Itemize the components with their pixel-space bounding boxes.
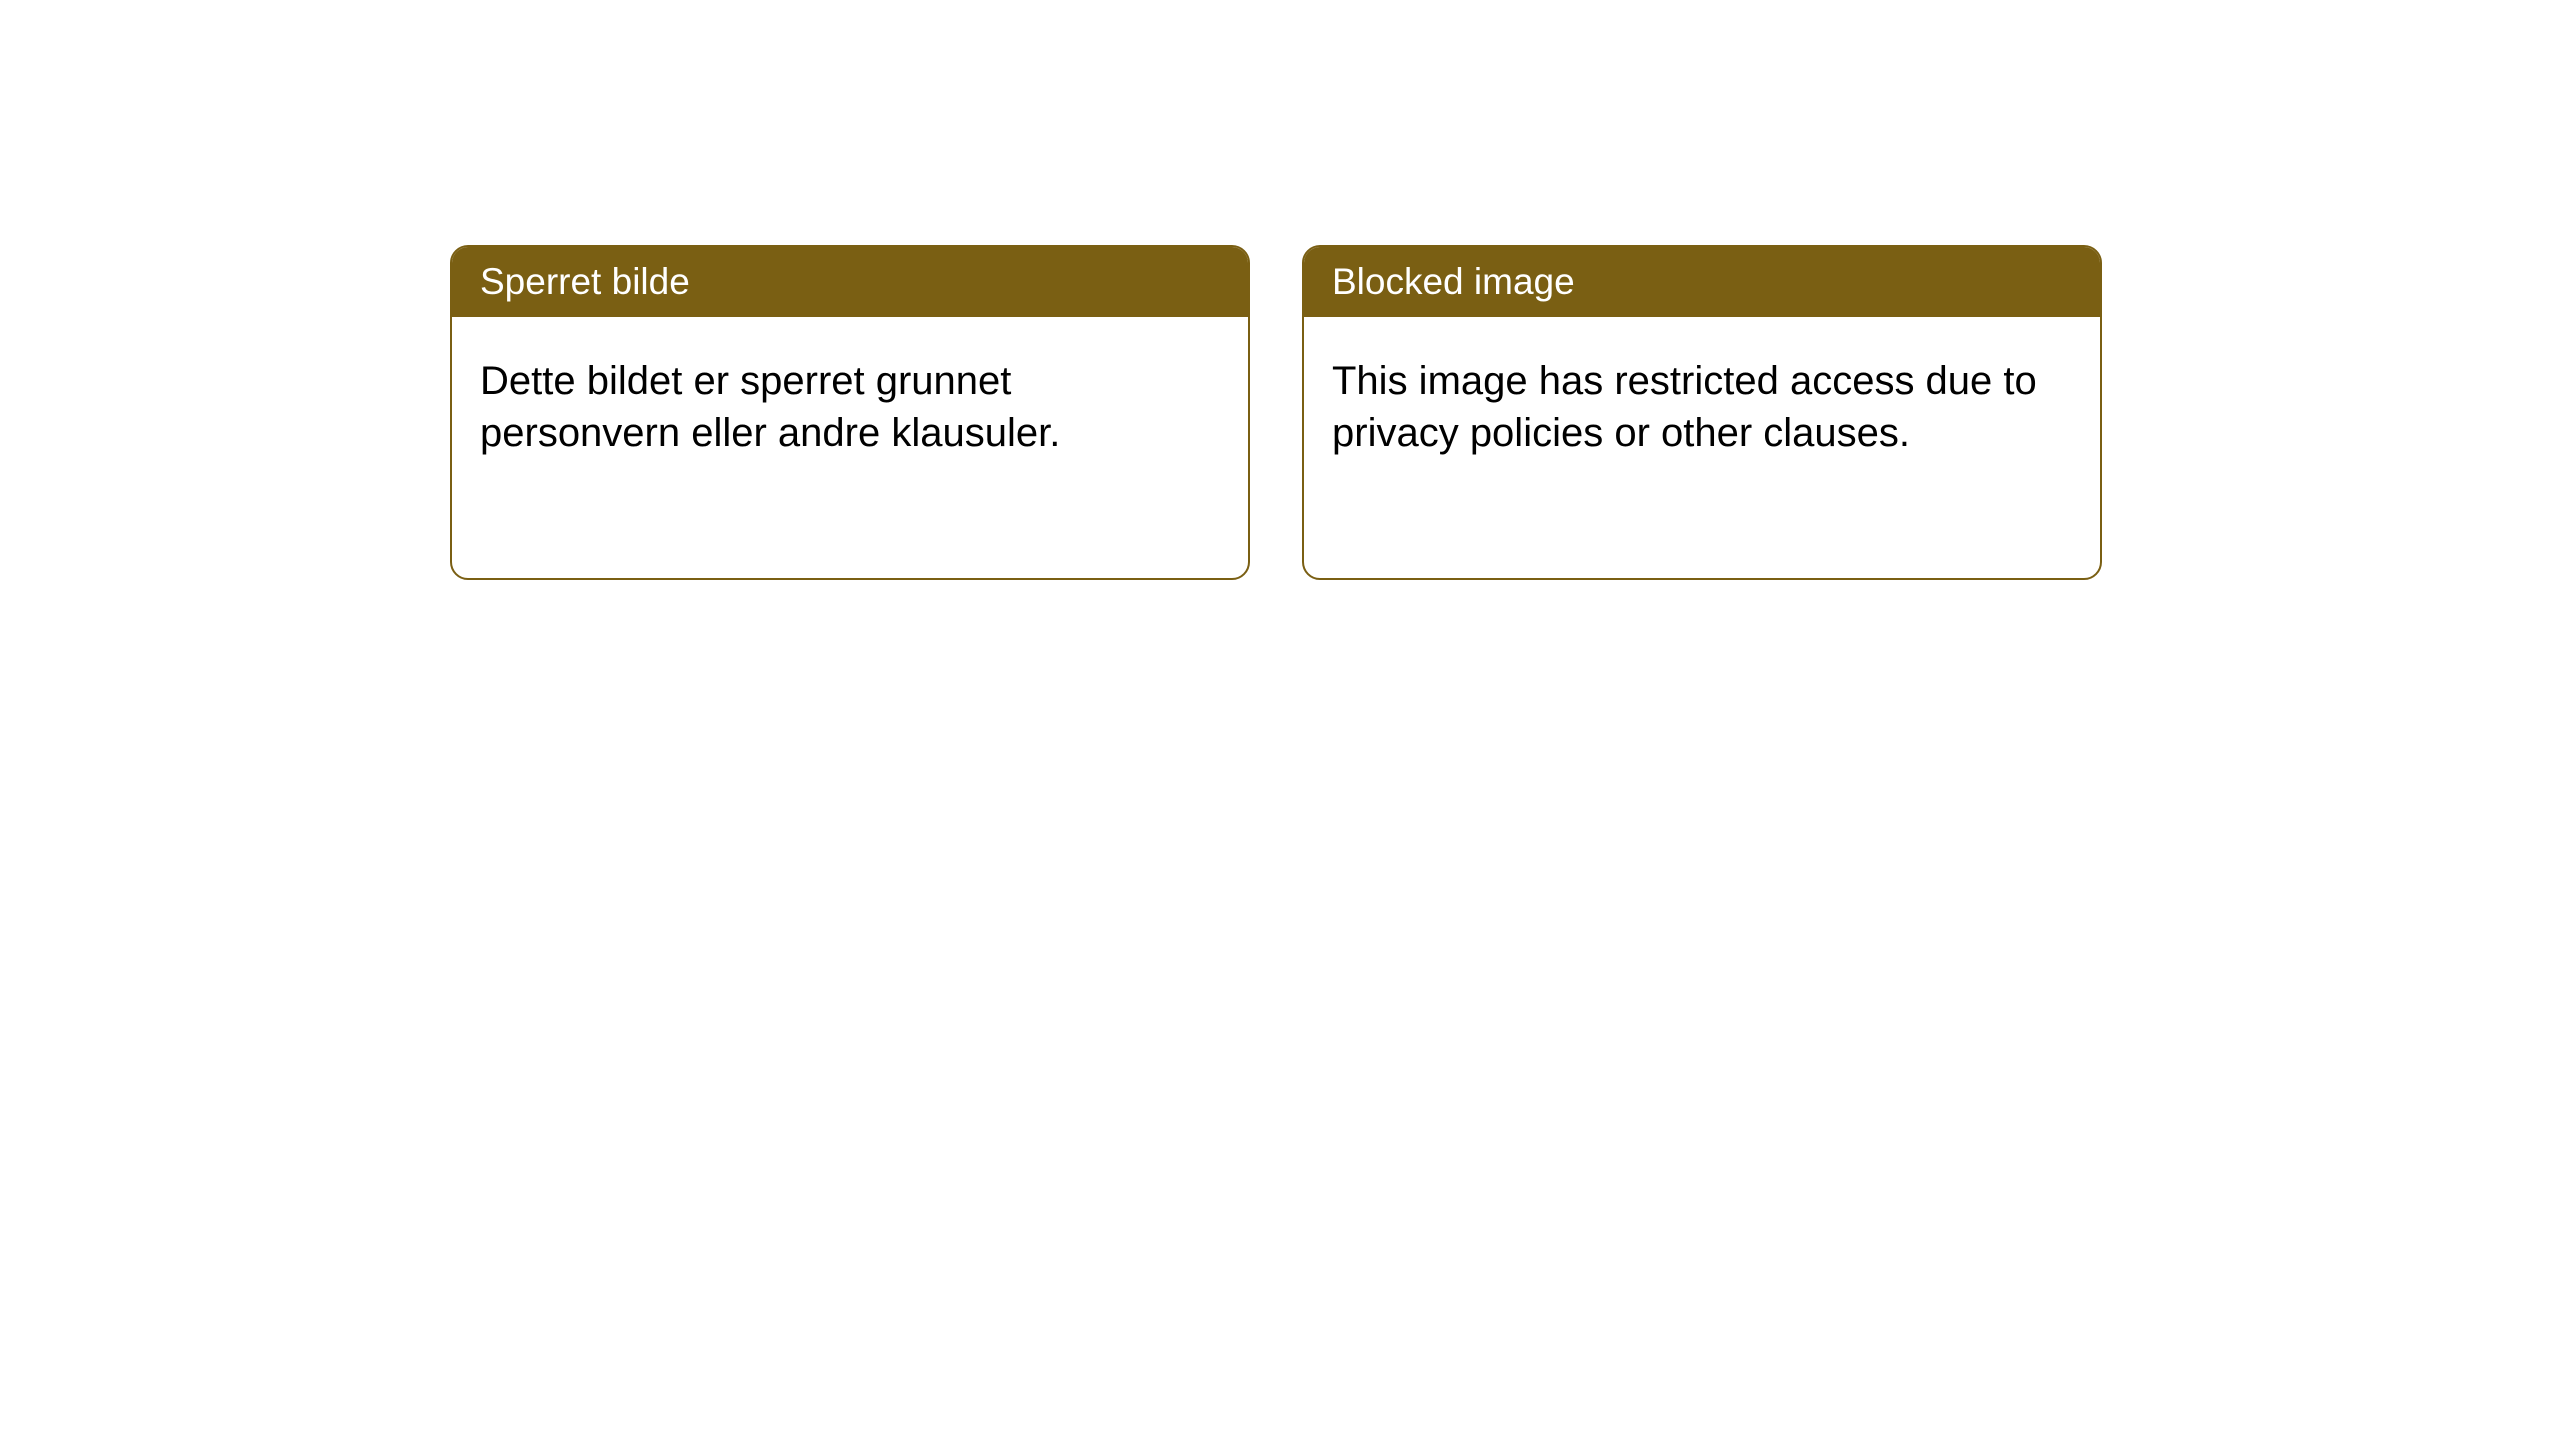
notice-header: Sperret bilde (452, 247, 1248, 317)
notice-body: Dette bildet er sperret grunnet personve… (452, 317, 1248, 497)
notice-container: Sperret bilde Dette bildet er sperret gr… (450, 245, 2102, 580)
notice-body-text: This image has restricted access due to … (1332, 359, 2037, 455)
notice-body-text: Dette bildet er sperret grunnet personve… (480, 359, 1060, 455)
notice-card-english: Blocked image This image has restricted … (1302, 245, 2102, 580)
notice-header: Blocked image (1304, 247, 2100, 317)
notice-body: This image has restricted access due to … (1304, 317, 2100, 497)
notice-title: Blocked image (1332, 261, 1575, 302)
notice-card-norwegian: Sperret bilde Dette bildet er sperret gr… (450, 245, 1250, 580)
notice-title: Sperret bilde (480, 261, 690, 302)
